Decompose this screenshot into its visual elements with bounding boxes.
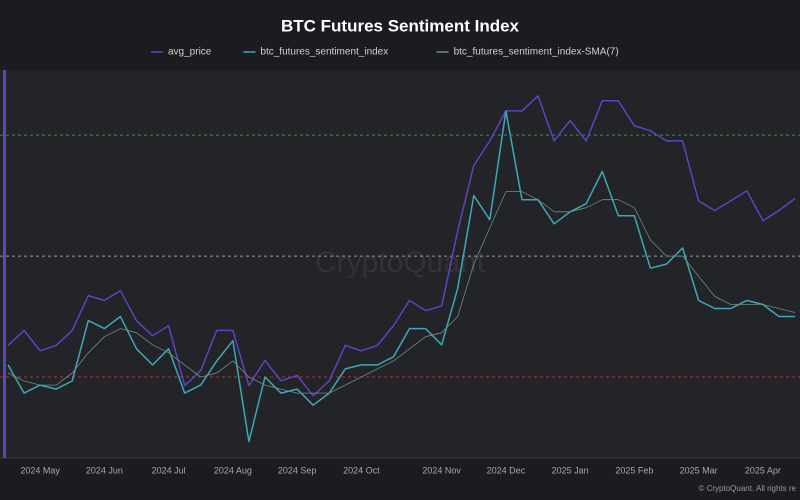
- legend-label: btc_futures_sentiment_index-SMA(7): [454, 47, 619, 58]
- x-tick-label: 2025 Jan: [552, 465, 589, 475]
- x-tick-label: 2025 Mar: [680, 465, 718, 475]
- series-line: [7, 191, 796, 394]
- chart-title: BTC Futures Sentiment Index: [281, 16, 520, 35]
- watermark: CryptoQuant: [315, 246, 486, 279]
- x-tick-label: 2025 Apr: [745, 465, 781, 475]
- x-tick-label: 2024 May: [20, 465, 60, 475]
- x-tick-label: 2024 Jul: [152, 465, 186, 475]
- legend-label: btc_futures_sentiment_index: [260, 47, 388, 58]
- series-line: [7, 110, 795, 443]
- footer: © CryptoQuant. All rights re: [699, 484, 797, 493]
- left-accent: [3, 70, 6, 458]
- legend-label: avg_price: [168, 47, 212, 58]
- x-tick-label: 2024 Oct: [343, 465, 380, 475]
- x-tick-label: 2024 Nov: [422, 465, 461, 475]
- x-tick-label: 2024 Jun: [86, 465, 123, 475]
- x-tick-label: 2024 Sep: [278, 465, 317, 475]
- x-tick-label: 2025 Feb: [615, 465, 653, 475]
- series-line: [7, 95, 796, 397]
- x-tick-label: 2024 Aug: [214, 465, 252, 475]
- x-tick-label: 2024 Dec: [487, 465, 526, 475]
